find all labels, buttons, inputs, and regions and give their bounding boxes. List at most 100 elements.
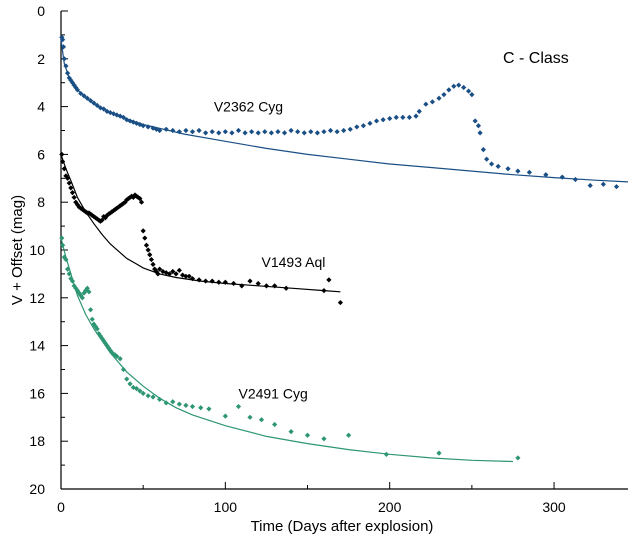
data-point xyxy=(120,366,127,373)
data-point xyxy=(515,168,521,174)
data-point xyxy=(334,129,340,135)
data-point xyxy=(117,356,123,362)
data-point xyxy=(112,352,118,358)
data-point xyxy=(281,130,288,136)
y-tick-label: 2 xyxy=(37,51,45,67)
data-point xyxy=(64,266,71,272)
y-axis-ticks: 0 2 4 6 8 10 12 14 16 18 20 xyxy=(29,3,68,497)
data-point xyxy=(301,130,307,136)
data-point xyxy=(308,129,314,135)
data-point xyxy=(140,228,146,234)
data-point xyxy=(222,413,228,419)
y-tick-label: 16 xyxy=(29,385,45,401)
x-tick-label: 100 xyxy=(214,499,238,515)
data-point xyxy=(81,93,87,99)
data-point xyxy=(64,70,71,76)
data-point xyxy=(413,113,419,119)
series-label: V2491 Cyg xyxy=(238,385,307,401)
series-label: V2362 Cyg xyxy=(214,99,283,115)
data-point xyxy=(367,120,373,126)
data-point xyxy=(86,289,92,295)
data-point xyxy=(102,340,108,346)
data-point xyxy=(157,127,163,134)
data-point xyxy=(295,129,301,135)
data-point xyxy=(258,417,265,423)
data-point xyxy=(81,290,87,296)
data-point xyxy=(416,108,422,114)
data-point xyxy=(150,261,156,267)
data-point xyxy=(60,242,66,248)
data-point xyxy=(456,82,462,88)
data-point xyxy=(91,100,97,106)
fit-curve xyxy=(60,154,341,293)
data-point xyxy=(189,129,196,135)
y-tick-label: 8 xyxy=(37,194,45,210)
data-point xyxy=(505,166,511,172)
data-point xyxy=(235,403,242,410)
data-point xyxy=(101,106,107,112)
data-point xyxy=(137,196,143,202)
data-point xyxy=(203,278,209,284)
data-point xyxy=(148,256,154,263)
data-point xyxy=(114,353,120,359)
data-point xyxy=(272,283,278,289)
data-point xyxy=(222,279,228,285)
data-point xyxy=(275,129,281,135)
data-point xyxy=(347,126,353,132)
data-point xyxy=(239,283,245,289)
data-point xyxy=(327,127,334,134)
data-point xyxy=(288,127,294,134)
data-point xyxy=(400,114,406,120)
data-point xyxy=(480,147,486,153)
data-point xyxy=(183,127,189,134)
data-point xyxy=(247,414,253,420)
data-point xyxy=(71,82,77,88)
data-point xyxy=(283,285,289,291)
data-point xyxy=(216,130,222,136)
data-point xyxy=(64,175,71,181)
data-point xyxy=(71,194,77,201)
data-point xyxy=(495,163,501,169)
data-point xyxy=(326,277,332,283)
data-point xyxy=(73,199,79,205)
data-point xyxy=(515,455,521,461)
data-point xyxy=(387,115,393,122)
y-tick-label: 10 xyxy=(29,242,45,258)
data-point xyxy=(87,98,94,104)
data-point xyxy=(124,376,130,382)
data-point xyxy=(321,436,327,442)
data-point xyxy=(120,114,127,120)
fit-curve xyxy=(60,237,514,463)
data-point xyxy=(71,283,77,289)
data-point xyxy=(477,130,483,136)
data-point xyxy=(66,271,72,277)
data-point xyxy=(69,278,76,284)
data-point xyxy=(587,182,593,189)
data-point xyxy=(163,400,169,406)
data-point xyxy=(465,88,472,94)
data-point xyxy=(170,268,176,275)
data-point xyxy=(170,127,176,134)
data-point xyxy=(209,129,215,135)
data-point xyxy=(314,130,320,136)
x-tick-label: 200 xyxy=(378,499,402,515)
data-point xyxy=(272,421,278,428)
data-point xyxy=(559,174,565,180)
data-point xyxy=(526,169,532,175)
data-point xyxy=(73,285,79,291)
data-point xyxy=(74,201,81,208)
data-point xyxy=(255,280,261,287)
series-label: V1493 Aql xyxy=(262,254,326,270)
data-point xyxy=(104,343,110,349)
data-point xyxy=(469,92,475,98)
y-tick-label: 20 xyxy=(29,481,45,497)
data-point xyxy=(66,180,72,186)
data-point xyxy=(97,333,104,339)
data-point xyxy=(176,401,182,407)
data-point xyxy=(155,271,161,277)
data-point xyxy=(472,118,478,124)
y-tick-label: 12 xyxy=(29,290,45,306)
data-point xyxy=(423,101,429,107)
data-point xyxy=(189,403,196,410)
data-point xyxy=(441,92,447,98)
